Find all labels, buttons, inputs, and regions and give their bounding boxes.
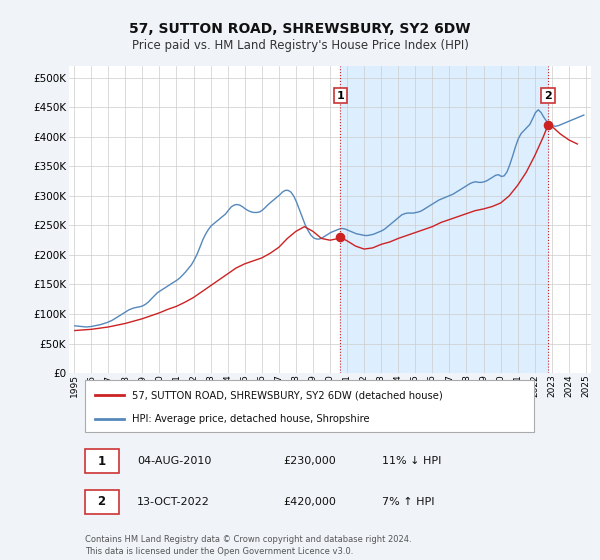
Text: 2: 2 [544,91,552,101]
Point [335,233,345,242]
Text: £230,000: £230,000 [283,456,336,466]
Text: 57, SUTTON ROAD, SHREWSBURY, SY2 6DW: 57, SUTTON ROAD, SHREWSBURY, SY2 6DW [129,22,471,36]
Text: 11% ↓ HPI: 11% ↓ HPI [382,456,442,466]
Bar [85,380,533,432]
Text: 04-AUG-2010: 04-AUG-2010 [137,456,211,466]
Bar [340,66,548,373]
Bar [85,450,119,473]
Text: 1: 1 [337,91,344,101]
Text: 57, SUTTON ROAD, SHREWSBURY, SY2 6DW (detached house): 57, SUTTON ROAD, SHREWSBURY, SY2 6DW (de… [131,390,442,400]
Text: £420,000: £420,000 [283,497,336,507]
Text: HPI: Average price, detached house, Shropshire: HPI: Average price, detached house, Shro… [131,414,369,424]
Text: Price paid vs. HM Land Registry's House Price Index (HPI): Price paid vs. HM Land Registry's House … [131,39,469,52]
Text: 2: 2 [98,496,106,508]
Bar [85,490,119,514]
Text: Contains HM Land Registry data © Crown copyright and database right 2024.
This d: Contains HM Land Registry data © Crown c… [85,535,411,556]
Text: 7% ↑ HPI: 7% ↑ HPI [382,497,434,507]
Point [543,120,553,129]
Text: 13-OCT-2022: 13-OCT-2022 [137,497,210,507]
Text: 1: 1 [98,455,106,468]
